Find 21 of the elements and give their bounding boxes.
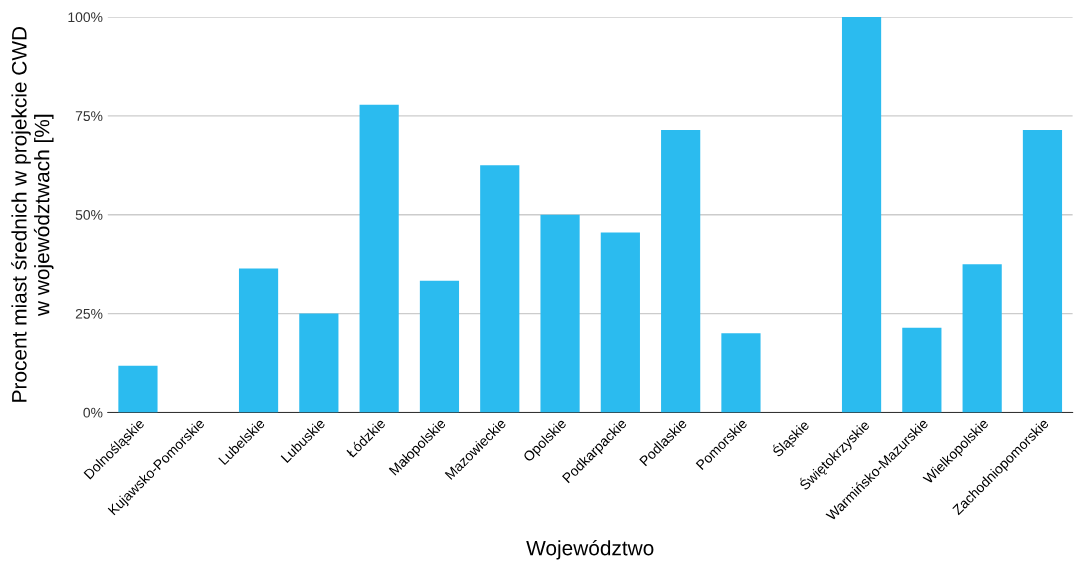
bar	[540, 214, 580, 413]
y-tick-label: 0%	[83, 407, 103, 418]
bar	[118, 365, 158, 413]
y-axis-title: Procent miast średnich w projekcie CWD w województwach [%]	[11, 26, 54, 402]
bar	[661, 130, 701, 413]
bar	[902, 327, 942, 413]
bar	[600, 232, 640, 413]
bar	[841, 16, 882, 413]
bar	[480, 165, 520, 413]
bar	[419, 280, 460, 413]
y-tick-label: 50%	[75, 210, 103, 220]
bar	[962, 264, 1002, 413]
y-tick-label: 25%	[75, 308, 103, 319]
bar	[1022, 130, 1063, 413]
y-tick-label: 100%	[68, 12, 103, 23]
x-axis-title: Województwo	[526, 539, 654, 560]
bar	[238, 268, 279, 413]
y-tick-label: 75%	[75, 111, 103, 121]
bar	[721, 333, 761, 413]
bar	[299, 313, 339, 413]
bar	[359, 104, 399, 413]
